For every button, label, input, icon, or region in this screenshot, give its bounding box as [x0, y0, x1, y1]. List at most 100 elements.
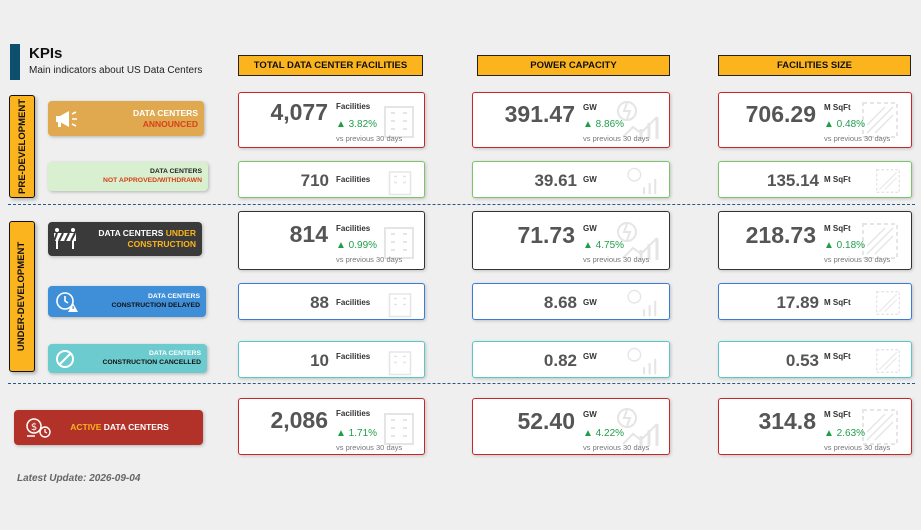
- kpi-card-announced-power: 391.47 GW ▲ 8.86% vs previous 30 days: [472, 92, 670, 148]
- area-icon: [876, 291, 900, 315]
- kpi-unit: Facilities: [336, 298, 371, 307]
- power-chart-icon: [617, 222, 659, 260]
- kpi-unit: M SqFt: [824, 352, 851, 361]
- power-chart-icon: [627, 167, 657, 195]
- kpi-card-active-facilities: 2,086 Facilities ▲ 1.71% vs previous 30 …: [238, 398, 425, 455]
- power-chart-icon: [627, 289, 657, 317]
- area-icon: [876, 169, 900, 193]
- power-chart-icon: [627, 347, 657, 375]
- kpi-value: 0.53: [785, 351, 819, 370]
- kpi-card-not-approved-power: 39.61 GW: [472, 161, 670, 198]
- building-icon: [384, 106, 414, 138]
- kpi-value: 314.8: [758, 408, 816, 434]
- clock-warning-icon: [53, 288, 81, 316]
- power-chart-icon: [617, 408, 659, 446]
- kpi-card-under-construction-size: 218.73 M SqFt ▲ 0.18% vs previous 30 day…: [718, 211, 912, 270]
- kpi-value: 0.82: [543, 351, 577, 370]
- phase-label-under-development: UNDER-DEVELOPMENT: [9, 221, 35, 372]
- kpi-card-delayed-size: 17.89 M SqFt: [718, 283, 912, 320]
- category-title: DATA CENTERS: [148, 293, 200, 301]
- category-subtitle: ANNOUNCED: [142, 118, 198, 129]
- area-icon: [862, 409, 898, 445]
- kpi-comparison: vs previous 30 days: [824, 134, 891, 143]
- category-highlight: ACTIVE: [70, 422, 102, 433]
- section-divider: [8, 204, 915, 205]
- column-header-facilities: TOTAL DATA CENTER FACILITIES: [238, 55, 423, 76]
- kpi-card-active-size: 314.8 M SqFt ▲ 2.63% vs previous 30 days: [718, 398, 912, 455]
- kpi-card-under-construction-power: 71.73 GW ▲ 4.75% vs previous 30 days: [472, 211, 670, 270]
- kpi-card-not-approved-size: 135.14 M SqFt: [718, 161, 912, 198]
- kpi-unit: Facilities: [336, 352, 371, 361]
- kpi-value: 88: [310, 293, 329, 312]
- phase-label-pre-development: PRE-DEVELOPMENT: [9, 95, 35, 198]
- latest-update: Latest Update: 2026-09-04: [17, 473, 141, 484]
- page-title: KPIs: [29, 45, 63, 62]
- category-delayed: DATA CENTERS CONSTRUCTION DELAYED: [48, 286, 206, 317]
- kpi-change: ▲ 0.18%: [824, 240, 866, 251]
- phase-label-text: UNDER-DEVELOPMENT: [16, 241, 28, 352]
- kpi-unit: M SqFt: [824, 298, 851, 307]
- category-title: DATA CENTERS: [150, 168, 202, 176]
- kpi-unit: Facilities: [336, 175, 371, 184]
- category-under-construction: DATA CENTERS UNDER CONSTRUCTION: [48, 222, 202, 256]
- kpi-comparison: vs previous 30 days: [583, 255, 650, 264]
- kpi-value: 218.73: [745, 222, 816, 248]
- kpi-unit: M SqFt: [824, 175, 851, 184]
- kpi-card-active-power: 52.40 GW ▲ 4.22% vs previous 30 days: [472, 398, 670, 455]
- column-header-power: POWER CAPACITY: [477, 55, 670, 76]
- kpi-card-announced-facilities: 4,077 Facilities ▲ 3.82% vs previous 30 …: [238, 92, 425, 148]
- building-icon: [388, 293, 412, 318]
- kpi-card-delayed-facilities: 88 Facilities: [238, 283, 425, 320]
- kpi-value: 8.68: [543, 293, 577, 312]
- kpi-comparison: vs previous 30 days: [336, 255, 403, 264]
- kpi-change: ▲ 1.71%: [336, 428, 378, 439]
- kpi-value: 71.73: [517, 222, 575, 248]
- kpi-comparison: vs previous 30 days: [824, 443, 891, 452]
- category-active: $ ACTIVE DATA CENTERS: [14, 410, 203, 445]
- category-subtitle: CONSTRUCTION DELAYED: [111, 301, 201, 309]
- page-subtitle: Main indicators about US Data Centers: [29, 65, 203, 76]
- megaphone-icon: [52, 105, 80, 133]
- building-icon: [384, 227, 414, 259]
- kpi-card-cancelled-power: 0.82 GW: [472, 341, 670, 378]
- kpi-value: 2,086: [270, 407, 328, 433]
- building-icon: [388, 171, 412, 196]
- kpi-unit: GW: [583, 224, 597, 233]
- kpi-value: 710: [300, 171, 329, 190]
- kpi-comparison: vs previous 30 days: [824, 255, 891, 264]
- kpi-comparison: vs previous 30 days: [583, 134, 650, 143]
- kpi-change: ▲ 4.75%: [583, 240, 625, 251]
- kpi-card-under-construction-facilities: 814 Facilities ▲ 0.99% vs previous 30 da…: [238, 211, 425, 270]
- column-header-size: FACILITIES SIZE: [718, 55, 911, 76]
- building-icon: [388, 351, 412, 376]
- kpi-change: ▲ 2.63%: [824, 428, 866, 439]
- kpi-value: 135.14: [767, 171, 819, 190]
- kpi-change: ▲ 0.48%: [824, 119, 866, 130]
- kpi-card-announced-size: 706.29 M SqFt ▲ 0.48% vs previous 30 day…: [718, 92, 912, 148]
- power-chart-icon: [617, 101, 659, 139]
- category-subtitle: CONSTRUCTION: [127, 239, 196, 249]
- kpi-card-delayed-power: 8.68 GW: [472, 283, 670, 320]
- dollar-clock-icon: $: [24, 414, 52, 442]
- title-accent-bar: [10, 44, 20, 80]
- kpi-unit: GW: [583, 103, 597, 112]
- kpi-value: 391.47: [504, 101, 575, 127]
- kpi-unit: M SqFt: [824, 103, 851, 112]
- kpi-unit: Facilities: [336, 102, 371, 111]
- kpi-value: 706.29: [745, 101, 816, 127]
- kpi-change: ▲ 8.86%: [583, 119, 625, 130]
- kpi-unit: GW: [583, 352, 597, 361]
- kpi-comparison: vs previous 30 days: [336, 134, 403, 143]
- svg-text:$: $: [31, 422, 37, 433]
- kpi-change: ▲ 0.99%: [336, 240, 378, 251]
- kpi-unit: GW: [583, 298, 597, 307]
- kpi-change: ▲ 3.82%: [336, 119, 378, 130]
- kpi-value: 17.89: [776, 293, 819, 312]
- barrier-icon: [51, 225, 79, 253]
- category-cancelled: DATA CENTERS CONSTRUCTION CANCELLED: [48, 344, 207, 373]
- kpi-unit: Facilities: [336, 224, 371, 233]
- area-icon: [876, 349, 900, 373]
- kpi-card-cancelled-size: 0.53 M SqFt: [718, 341, 912, 378]
- area-icon: [862, 102, 898, 138]
- section-divider: [8, 383, 915, 384]
